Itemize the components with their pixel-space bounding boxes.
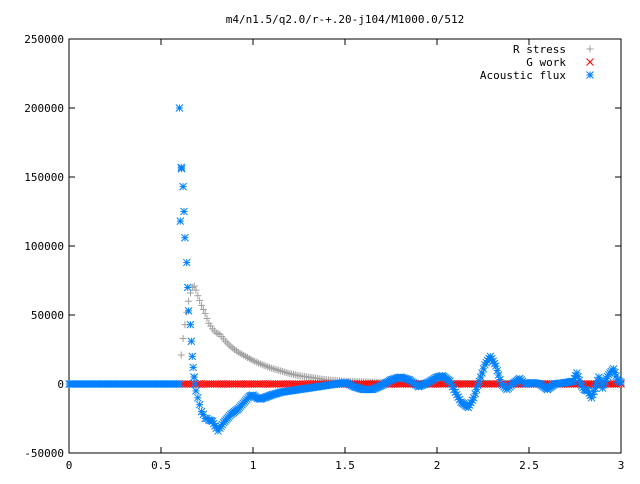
data-point: [617, 378, 625, 387]
y-tick-label: 50000: [31, 309, 64, 322]
y-tick-label: 200000: [24, 102, 64, 115]
y-tick-label: 150000: [24, 171, 64, 184]
data-point: [223, 339, 231, 347]
data-point: [493, 366, 502, 375]
plot-frame: [68, 38, 622, 454]
data-point: [191, 380, 199, 388]
data-point: [471, 389, 480, 398]
data-point: [278, 367, 286, 375]
data-point: [284, 369, 292, 377]
x-tick-label: 2.5: [519, 459, 539, 472]
data-point: [203, 314, 211, 322]
data-point: [269, 365, 277, 373]
data-point: [183, 283, 192, 292]
y-tick-label: 0: [57, 378, 64, 391]
data-point: [179, 182, 187, 191]
x-tick-label: 2: [434, 459, 441, 472]
data-point: [180, 207, 188, 216]
data-point: [199, 305, 207, 313]
series-acoustic-flux: [65, 104, 625, 435]
data-point: [275, 366, 283, 374]
data-point: [188, 352, 197, 361]
data-point: [193, 393, 202, 402]
data-point: [177, 351, 185, 359]
data-point: [190, 282, 198, 290]
data-point: [225, 341, 233, 349]
data-point: [194, 292, 202, 300]
legend-marker: [586, 45, 594, 53]
data-point: [187, 337, 196, 346]
data-point: [196, 297, 204, 305]
x-tick-label: 1.5: [335, 459, 355, 472]
data-point: [201, 310, 209, 318]
data-point: [494, 371, 503, 379]
legend-label: R stress: [513, 43, 566, 56]
data-point: [175, 104, 184, 112]
data-point: [185, 297, 193, 305]
x-tick-label: 1: [250, 459, 257, 472]
y-tick-label: -50000: [24, 447, 64, 460]
x-tick-label: 3: [618, 459, 625, 472]
data-point: [175, 380, 184, 388]
data-point: [209, 419, 218, 428]
data-point: [184, 307, 193, 315]
data-point: [492, 362, 500, 370]
legend-label: Acoustic flux: [480, 69, 566, 82]
data-point: [190, 373, 198, 381]
data-point: [195, 400, 204, 409]
data-point: [176, 217, 185, 226]
data-point: [280, 368, 288, 376]
data-point: [192, 387, 200, 395]
y-tick-label: 250000: [24, 33, 64, 46]
data-point: [186, 320, 195, 329]
data-point: [179, 334, 187, 342]
y-tick-label: 100000: [24, 240, 64, 253]
data-point: [282, 369, 290, 377]
data-point: [177, 164, 186, 173]
data-point: [496, 375, 504, 384]
legend-marker: [586, 71, 594, 79]
legend-marker: [586, 58, 594, 66]
data-point: [273, 366, 281, 374]
chart-title: m4/n1.5/q2.0/r-+.20-j104/M1000.0/512: [226, 13, 464, 26]
series-r-stress: [175, 282, 625, 388]
data-point: [189, 363, 198, 372]
data-point: [476, 373, 485, 381]
data-point: [197, 301, 205, 309]
x-tick-label: 0.5: [151, 459, 171, 472]
data-point: [192, 286, 200, 294]
data-point: [271, 365, 279, 373]
data-point: [277, 367, 285, 375]
x-tick-label: 0: [66, 459, 73, 472]
legend-label: G work: [526, 56, 566, 69]
data-point: [181, 233, 189, 242]
data-point: [182, 258, 191, 267]
